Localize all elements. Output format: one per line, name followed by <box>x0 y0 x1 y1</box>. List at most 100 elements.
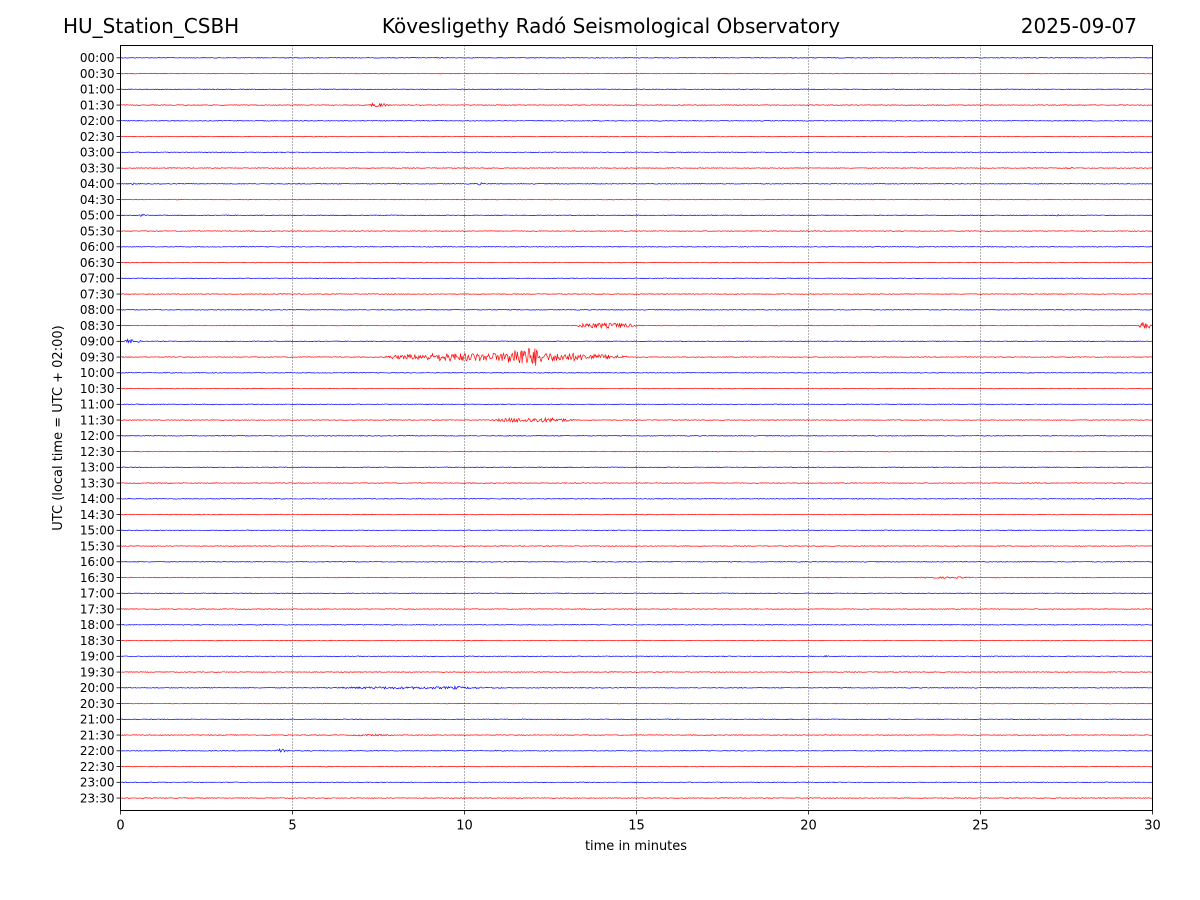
trace-1300 <box>120 466 1153 469</box>
y-tick-label: 23:30 <box>80 791 115 805</box>
y-tick-label: 15:00 <box>80 524 115 538</box>
y-tick-label: 04:00 <box>80 177 115 191</box>
y-tick-label: 00:00 <box>80 51 115 65</box>
trace-0530 <box>120 230 1153 232</box>
y-tick-label: 19:00 <box>80 650 115 664</box>
y-tick-label: 20:00 <box>80 681 115 695</box>
y-tick-label: 19:30 <box>80 665 115 679</box>
x-tick-label: 30 <box>1144 819 1161 834</box>
trace-0400 <box>120 182 1153 186</box>
trace-1330 <box>120 482 1153 484</box>
y-tick-label: 07:00 <box>80 272 115 286</box>
y-tick-label: 04:30 <box>80 193 115 207</box>
trace-1900 <box>120 654 1153 658</box>
y-tick-label: 07:30 <box>80 287 115 301</box>
y-tick-label: 18:30 <box>80 634 115 648</box>
trace-2230 <box>120 765 1153 768</box>
trace-1730 <box>120 608 1153 610</box>
trace-1100 <box>120 403 1153 406</box>
trace-2100 <box>120 718 1153 721</box>
trace-1500 <box>120 529 1153 532</box>
chart-title: Kövesligethy Radó Seismological Observat… <box>381 14 841 38</box>
y-tick-label: 17:30 <box>80 602 115 616</box>
x-tick-label: 15 <box>628 819 645 834</box>
y-tick-label: 09:30 <box>80 350 115 364</box>
y-tick-label: 00:30 <box>80 67 115 81</box>
x-tick-label: 0 <box>116 819 124 834</box>
y-tick-label: 08:30 <box>80 319 115 333</box>
y-tick-label: 22:00 <box>80 744 115 758</box>
y-tick-label: 01:30 <box>80 98 115 112</box>
y-tick-label: 02:00 <box>80 114 115 128</box>
chart-date: 2025-09-07 <box>1020 14 1137 38</box>
x-tick-label: 25 <box>972 819 989 834</box>
trace-0330 <box>120 166 1153 170</box>
y-tick-label: 13:00 <box>80 461 115 475</box>
trace-0130 <box>120 102 1153 108</box>
trace-1130 <box>120 416 1153 424</box>
trace-1830 <box>120 639 1153 642</box>
y-tick-label: 15:30 <box>80 539 115 553</box>
y-tick-label: 17:00 <box>80 587 115 601</box>
trace-2030 <box>120 702 1153 705</box>
trace-0900 <box>120 338 1153 344</box>
y-tick-label: 14:00 <box>80 492 115 506</box>
trace-1230 <box>120 450 1153 453</box>
y-tick-label: 16:30 <box>80 571 115 585</box>
x-axis-ticks: 0 5 10 15 20 25 30 <box>116 810 1161 834</box>
x-axis-label: time in minutes <box>585 839 687 854</box>
y-tick-label: 12:00 <box>80 429 115 443</box>
trace-2300 <box>120 781 1153 784</box>
trace-1930 <box>120 671 1153 673</box>
trace-1530 <box>120 545 1153 547</box>
x-tick-label: 5 <box>288 819 296 834</box>
trace-0630 <box>120 261 1153 264</box>
y-tick-label: 22:30 <box>80 760 115 774</box>
x-tick-label: 20 <box>800 819 817 834</box>
y-tick-label: 12:30 <box>80 445 115 459</box>
trace-0600 <box>120 246 1153 248</box>
y-tick-label: 03:30 <box>80 161 115 175</box>
trace-0500 <box>120 213 1153 217</box>
trace-1030 <box>120 387 1153 390</box>
trace-1630 <box>120 576 1153 579</box>
trace-1700 <box>120 592 1153 595</box>
y-tick-label: 20:30 <box>80 697 115 711</box>
y-tick-label: 09:00 <box>80 335 115 349</box>
trace-0230 <box>120 135 1153 138</box>
y-tick-label: 18:00 <box>80 618 115 632</box>
trace-1400 <box>120 498 1153 500</box>
trace-0030 <box>120 72 1153 75</box>
y-tick-label: 21:00 <box>80 713 115 727</box>
trace-1800 <box>120 624 1153 626</box>
trace-1200 <box>120 435 1153 437</box>
trace-0700 <box>120 277 1153 280</box>
y-tick-label: 08:00 <box>80 303 115 317</box>
trace-2330 <box>120 797 1153 799</box>
y-tick-label: 11:30 <box>80 413 115 427</box>
y-tick-label: 02:30 <box>80 130 115 144</box>
trace-0000 <box>120 57 1153 59</box>
trace-0430 <box>120 198 1153 201</box>
station-name: HU_Station_CSBH <box>63 14 240 38</box>
y-tick-label: 05:00 <box>80 209 115 223</box>
y-tick-label: 10:00 <box>80 366 115 380</box>
y-tick-label: 01:00 <box>80 83 115 97</box>
y-tick-label: 06:30 <box>80 256 115 270</box>
y-tick-label: 11:00 <box>80 398 115 412</box>
y-tick-label: 05:30 <box>80 224 115 238</box>
trace-0930 <box>120 348 1153 366</box>
y-tick-label: 23:00 <box>80 776 115 790</box>
y-tick-label: 03:00 <box>80 146 115 160</box>
y-tick-label: 16:00 <box>80 555 115 569</box>
x-tick-label: 10 <box>456 819 473 834</box>
y-tick-label: 10:30 <box>80 382 115 396</box>
trace-1600 <box>120 560 1153 563</box>
trace-0800 <box>120 309 1153 311</box>
trace-0730 <box>120 293 1153 295</box>
trace-0100 <box>120 88 1153 91</box>
trace-2000 <box>120 685 1153 690</box>
y-tick-label: 06:00 <box>80 240 115 254</box>
